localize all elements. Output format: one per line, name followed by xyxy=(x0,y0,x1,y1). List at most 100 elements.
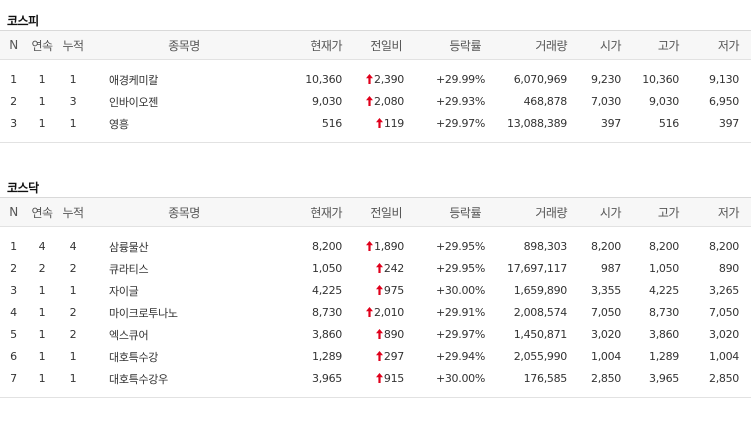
spacer-row xyxy=(0,60,751,69)
stock-name[interactable]: 대호특수강우 xyxy=(109,372,168,386)
price-change: 242 xyxy=(354,258,418,280)
table-row[interactable]: 5 1 2 엑스큐어 3,860 890 +29.97% 1,450,871 3,020 3,86… xyxy=(0,324,751,346)
price-change: 975 xyxy=(354,280,418,302)
table-row[interactable]: 3 1 1 자이글 4,225 975 +30.00% 1,659,890 3,355 4,225… xyxy=(0,280,751,302)
up-arrow-icon xyxy=(375,351,383,361)
stock-name[interactable]: 인바이오젠 xyxy=(109,95,159,109)
header-open: 시가 xyxy=(579,30,633,60)
row-number: 5 xyxy=(10,328,17,341)
high-price: 10,360 xyxy=(642,73,679,86)
open-price: 8,200 xyxy=(591,240,621,253)
header-low: 저가 xyxy=(691,30,751,60)
price-change-value: 1,890 xyxy=(374,240,404,253)
high-price: 3,860 xyxy=(649,328,679,341)
change-rate: +29.94% xyxy=(435,350,485,363)
price-change-value: 2,010 xyxy=(374,306,404,319)
spacer-row xyxy=(0,227,751,236)
stock-name[interactable]: 마이크로투나노 xyxy=(109,306,178,320)
header-cumulative: 누적 xyxy=(57,197,89,227)
stock-name[interactable]: 엑스큐어 xyxy=(109,328,149,342)
header-n: N xyxy=(0,30,27,60)
high-price: 3,965 xyxy=(649,372,679,385)
up-arrow-icon xyxy=(366,307,373,317)
price-change: 2,010 xyxy=(354,302,418,324)
stock-name[interactable]: 대호특수강 xyxy=(109,350,159,364)
low-price: 1,004 xyxy=(709,350,739,363)
header-volume: 거래량 xyxy=(497,197,579,227)
up-arrow-icon xyxy=(366,96,373,106)
stock-name[interactable]: 자이글 xyxy=(109,284,139,298)
change-rate: +29.95% xyxy=(435,262,485,275)
high-price: 1,050 xyxy=(649,262,679,275)
table-header-row: N 연속 누적 종목명 현재가 전일비 등락률 거래량 시가 고가 저가 xyxy=(0,30,751,60)
table-row[interactable]: 7 1 1 대호특수강우 3,965 915 +30.00% 176,585 2,850 3,96… xyxy=(0,368,751,390)
consecutive-days: 1 xyxy=(38,306,46,319)
cumulative-count: 2 xyxy=(69,262,77,275)
kosdaq-table: N 연속 누적 종목명 현재가 전일비 등락률 거래량 시가 고가 저가 1 4 4 삼륭물산 8,200 1… xyxy=(0,197,751,398)
row-number: 6 xyxy=(10,350,17,363)
cumulative-count: 1 xyxy=(69,117,77,130)
stock-name[interactable]: 큐라티스 xyxy=(109,262,149,276)
current-price: 10,360 xyxy=(305,73,342,86)
price-change-value: 915 xyxy=(383,372,404,385)
row-number: 7 xyxy=(10,372,17,385)
volume: 468,878 xyxy=(523,95,568,108)
low-price: 8,200 xyxy=(709,240,739,253)
table-row[interactable]: 1 4 4 삼륭물산 8,200 1,890 +29.95% 898,303 8,200 8,20… xyxy=(0,236,751,258)
high-price: 1,289 xyxy=(649,350,679,363)
row-number: 3 xyxy=(10,284,17,297)
stock-name[interactable]: 애경케미칼 xyxy=(109,73,159,87)
table-row[interactable]: 2 2 2 큐라티스 1,050 242 +29.95% 17,697,117 987 1,050… xyxy=(0,258,751,280)
table-row[interactable]: 6 1 1 대호특수강 1,289 297 +29.94% 2,055,990 1,004 1,2… xyxy=(0,346,751,368)
price-change-value: 242 xyxy=(383,262,404,275)
volume: 13,088,389 xyxy=(507,117,567,130)
low-price: 7,050 xyxy=(709,306,739,319)
up-arrow-icon xyxy=(375,373,383,383)
row-number: 2 xyxy=(10,95,17,108)
price-change: 890 xyxy=(354,324,418,346)
open-price: 7,030 xyxy=(591,95,621,108)
header-open: 시가 xyxy=(579,197,633,227)
up-arrow-icon xyxy=(366,241,373,251)
change-rate: +29.93% xyxy=(435,95,485,108)
up-arrow-icon xyxy=(366,74,373,84)
header-consecutive: 연속 xyxy=(27,30,57,60)
price-change-value: 975 xyxy=(383,284,404,297)
consecutive-days: 1 xyxy=(38,117,46,130)
change-rate: +29.99% xyxy=(435,73,485,86)
table-row[interactable]: 3 1 1 영흥 516 119 +29.97% 13,088,389 397 516 397 xyxy=(0,113,751,135)
price-change-value: 2,390 xyxy=(374,73,404,86)
cumulative-count: 2 xyxy=(69,328,77,341)
low-price: 3,265 xyxy=(709,284,739,297)
cumulative-count: 2 xyxy=(69,306,77,319)
price-change: 297 xyxy=(354,346,418,368)
price-change-value: 297 xyxy=(383,350,404,363)
cumulative-count: 1 xyxy=(69,73,77,86)
change-rate: +29.95% xyxy=(435,240,485,253)
table-row[interactable]: 1 1 1 애경케미칼 10,360 2,390 +29.99% 6,070,969 9,230… xyxy=(0,69,751,91)
open-price: 3,355 xyxy=(591,284,621,297)
header-rate: 등락률 xyxy=(418,197,497,227)
table-row[interactable]: 2 1 3 인바이오젠 9,030 2,080 +29.93% 468,878 7,030 9,0… xyxy=(0,91,751,113)
price-change: 915 xyxy=(354,368,418,390)
open-price: 1,004 xyxy=(591,350,621,363)
stock-name[interactable]: 삼륭물산 xyxy=(109,240,149,254)
table-row[interactable]: 4 1 2 마이크로투나노 8,730 2,010 +29.91% 2,008,574 7,05… xyxy=(0,302,751,324)
consecutive-days: 4 xyxy=(38,240,46,253)
header-high: 고가 xyxy=(633,30,691,60)
current-price: 3,965 xyxy=(312,372,342,385)
volume: 898,303 xyxy=(523,240,568,253)
kospi-table: N 연속 누적 종목명 현재가 전일비 등락률 거래량 시가 고가 저가 1 1 1 애경케미칼 10,36… xyxy=(0,30,751,143)
change-rate: +29.91% xyxy=(435,306,485,319)
current-price: 516 xyxy=(321,117,342,130)
volume: 1,659,890 xyxy=(513,284,568,297)
cumulative-count: 1 xyxy=(69,372,77,385)
price-change-value: 119 xyxy=(383,117,404,130)
stock-name[interactable]: 영흥 xyxy=(109,117,129,131)
change-rate: +29.97% xyxy=(435,117,485,130)
volume: 2,008,574 xyxy=(513,306,568,319)
volume: 17,697,117 xyxy=(507,262,567,275)
header-high: 고가 xyxy=(633,197,691,227)
header-price: 현재가 xyxy=(249,197,354,227)
volume: 2,055,990 xyxy=(513,350,568,363)
